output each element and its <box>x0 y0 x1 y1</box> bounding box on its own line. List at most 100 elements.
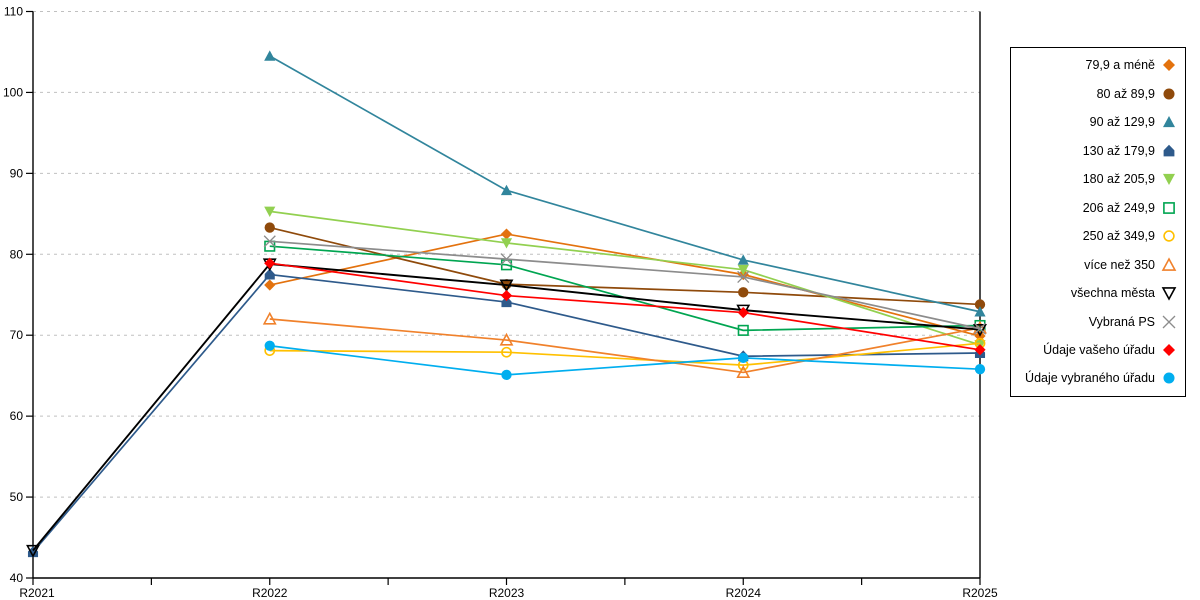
legend-item: Údaje vybraného úřadu <box>1015 365 1177 391</box>
series-12 <box>264 340 986 381</box>
circle-icon <box>1161 228 1177 244</box>
triangle-down-marker-icon <box>26 544 40 558</box>
circle-icon <box>1161 370 1177 386</box>
triangle-down-marker-icon <box>500 238 513 249</box>
x-marker-icon <box>500 253 513 266</box>
legend-label: všechna města <box>1070 286 1155 301</box>
triangle-down-icon <box>1161 171 1177 187</box>
legend-label: Údaje vašeho úřadu <box>1043 342 1155 357</box>
legend-item: 79,9 a méně <box>1015 52 1177 78</box>
series-4 <box>27 268 986 558</box>
circle-marker-icon <box>974 364 986 375</box>
series-line <box>32 263 981 552</box>
series-line <box>269 240 981 330</box>
legend-label: 130 až 179,9 <box>1082 143 1155 158</box>
y-axis-tick-label: 100 <box>3 85 23 99</box>
triangle-up-marker-icon <box>737 254 749 265</box>
legend-item: Vybraná PS <box>1015 309 1177 335</box>
circle-marker-icon <box>264 340 275 351</box>
circle-marker-icon <box>501 369 512 381</box>
x-axis-tick-label: R2025 <box>962 586 998 600</box>
series-line <box>32 273 981 553</box>
y-axis-tick-label: 110 <box>4 5 23 19</box>
diamond-icon <box>1161 342 1177 358</box>
series-11 <box>264 257 986 356</box>
circle-icon <box>1161 86 1177 102</box>
legend-label: 206 až 249,9 <box>1082 200 1155 215</box>
triangle-down-marker-icon <box>499 279 514 293</box>
y-axis-tick-label: 90 <box>10 166 24 180</box>
triangle-up-marker-icon <box>264 50 276 61</box>
legend-label: 180 až 205,9 <box>1082 172 1155 187</box>
series-line <box>269 342 981 367</box>
series-line <box>269 344 981 376</box>
legend-label: 79,9 a méně <box>1085 58 1156 73</box>
triangle-up-marker-icon <box>736 365 751 379</box>
triangle-up-icon <box>1161 256 1177 273</box>
legend-item: 130 až 179,9 <box>1015 138 1177 164</box>
diamond-marker-icon <box>500 289 513 302</box>
pentagon-up-marker-icon <box>27 546 39 558</box>
legend-label: více než 350 <box>1084 257 1155 272</box>
series-2 <box>264 222 986 310</box>
legend-item: 80 až 89,9 <box>1015 81 1177 107</box>
triangle-up-marker-icon <box>974 306 986 317</box>
triangle-down-marker-icon <box>264 206 276 217</box>
series-line <box>269 226 981 306</box>
legend-label: 250 až 349,9 <box>1082 229 1155 244</box>
triangle-down-marker-icon <box>737 264 749 276</box>
diamond-marker-icon <box>264 257 276 269</box>
y-axis-tick-label: 80 <box>10 247 24 261</box>
y-axis-tick-label: 40 <box>10 571 24 585</box>
diamond-icon <box>1161 57 1177 73</box>
x-axis-tick-label: R2022 <box>252 586 288 600</box>
diamond-marker-icon <box>737 306 749 319</box>
legend-item: Údaje vašeho úřadu <box>1015 337 1177 363</box>
triangle-up-icon <box>1161 114 1177 130</box>
series-1 <box>264 228 986 342</box>
pentagon-up-icon <box>1161 143 1177 159</box>
square-marker-icon <box>737 324 749 336</box>
diamond-marker-icon <box>974 344 986 356</box>
x-icon <box>1161 314 1177 330</box>
triangle-down-icon <box>1161 285 1177 301</box>
x-marker-icon <box>263 235 276 248</box>
x-axis-tick-label: R2021 <box>19 586 55 600</box>
chart-legend: 79,9 a méně 80 až 89,9 90 až 129,9 130 až 1… <box>1010 47 1186 397</box>
square-icon <box>1161 200 1177 216</box>
series-line <box>269 55 981 313</box>
circle-marker-icon <box>974 299 986 310</box>
y-axis-tick-label: 70 <box>10 328 24 342</box>
circle-marker-icon <box>501 346 512 358</box>
legend-item: 250 až 349,9 <box>1015 223 1177 249</box>
triangle-up-marker-icon <box>500 184 513 196</box>
series-line <box>269 318 981 374</box>
series-line <box>269 233 981 337</box>
y-axis-tick-label: 50 <box>10 490 24 504</box>
series-8 <box>262 311 987 379</box>
series-line <box>269 210 981 346</box>
x-marker-icon <box>973 322 987 335</box>
legend-item: 206 až 249,9 <box>1015 195 1177 221</box>
legend-label: Údaje vybraného úřadu <box>1025 371 1155 386</box>
x-axis-tick-label: R2023 <box>489 586 525 600</box>
legend-item: všechna města <box>1015 280 1177 306</box>
legend-item: 180 až 205,9 <box>1015 166 1177 192</box>
x-marker-icon <box>737 270 750 284</box>
pentagon-up-marker-icon <box>501 296 512 308</box>
circle-marker-icon <box>738 352 749 364</box>
triangle-up-marker-icon <box>262 311 277 325</box>
pentagon-up-marker-icon <box>264 268 275 280</box>
circle-marker-icon <box>738 287 749 298</box>
diamond-marker-icon <box>500 228 513 240</box>
legend-label: 80 až 89,9 <box>1096 86 1155 101</box>
diamond-marker-icon <box>264 279 276 291</box>
legend-label: 90 až 129,9 <box>1089 115 1155 130</box>
series-line <box>269 262 981 351</box>
series-3 <box>264 50 986 317</box>
legend-label: Vybraná PS <box>1088 314 1155 329</box>
series-10 <box>263 235 987 335</box>
circle-marker-icon <box>264 222 275 233</box>
legend-item: 90 až 129,9 <box>1015 109 1177 135</box>
